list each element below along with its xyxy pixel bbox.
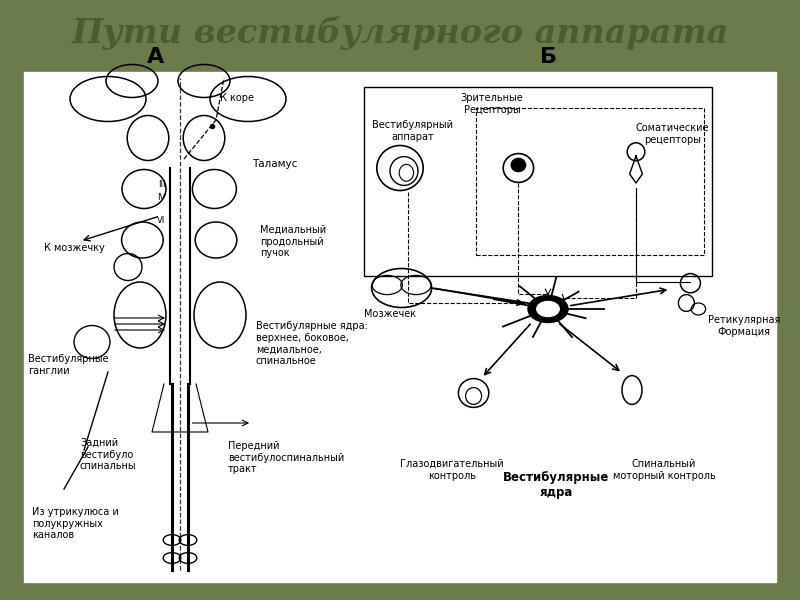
- Text: IV: IV: [158, 193, 166, 202]
- Ellipse shape: [537, 301, 559, 317]
- Bar: [364, 87, 712, 276]
- Text: Вестибулярные
ядра: Вестибулярные ядра: [503, 471, 609, 499]
- Text: А: А: [147, 47, 165, 67]
- FancyBboxPatch shape: [24, 72, 776, 582]
- Text: VI: VI: [158, 215, 166, 224]
- Text: Таламус: Таламус: [252, 159, 298, 169]
- Text: Б: Б: [539, 47, 557, 67]
- Text: Задний
вестибуло
спинальны: Задний вестибуло спинальны: [80, 438, 137, 471]
- Text: Вестибулярные
ганглии: Вестибулярные ганглии: [28, 354, 109, 376]
- Text: Соматические
рецепторы: Соматические рецепторы: [636, 123, 710, 145]
- Text: Вестибулярный
аппарат: Вестибулярный аппарат: [372, 120, 453, 142]
- Bar: [476, 108, 704, 255]
- Ellipse shape: [511, 158, 526, 172]
- Text: III: III: [158, 180, 166, 190]
- Text: Мозжечек: Мозжечек: [364, 309, 417, 319]
- Text: Спинальный
моторный контроль: Спинальный моторный контроль: [613, 459, 715, 481]
- Text: Глазодвигательный
контроль: Глазодвигательный контроль: [400, 459, 504, 481]
- Text: К коре: К коре: [220, 93, 254, 103]
- Text: Зрительные
Рецепторы: Зрительные Рецепторы: [461, 93, 523, 115]
- Text: Ретикулярная
Формация: Ретикулярная Формация: [708, 315, 780, 337]
- Text: Из утрикулюса и
полукружных
каналов: Из утрикулюса и полукружных каналов: [32, 507, 118, 540]
- Text: Пути вестибулярного аппарата: Пути вестибулярного аппарата: [71, 16, 729, 50]
- Ellipse shape: [528, 295, 568, 323]
- Text: К мозжечку: К мозжечку: [44, 243, 105, 253]
- Text: Медиальный
продольный
пучок: Медиальный продольный пучок: [260, 225, 326, 258]
- Text: Передний
вестибулоспинальный
тракт: Передний вестибулоспинальный тракт: [228, 441, 344, 474]
- Text: Вестибулярные ядра:
верхнее, боковое,
медиальное,
спинальное: Вестибулярные ядра: верхнее, боковое, ме…: [256, 321, 368, 366]
